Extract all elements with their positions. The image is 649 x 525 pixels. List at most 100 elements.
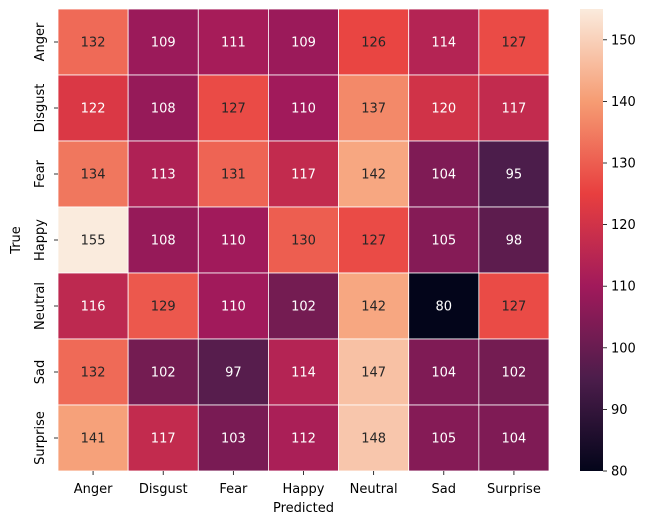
y-axis-label: True xyxy=(9,226,24,255)
cell-value-label: 122 xyxy=(81,102,106,117)
cell-value-label: 98 xyxy=(506,234,523,249)
heatmap-cell xyxy=(408,74,480,142)
cell-value-label: 110 xyxy=(291,102,316,117)
colorbar-tick-label: 130 xyxy=(611,157,636,172)
x-tick-label: Happy xyxy=(283,482,325,497)
cell-value-label: 126 xyxy=(361,36,386,51)
heatmap-cell xyxy=(338,74,410,142)
heatmap-cell xyxy=(268,404,339,472)
heatmap-cell xyxy=(57,206,129,274)
heatmap-cell xyxy=(127,206,199,274)
cell-value-label: 114 xyxy=(291,366,316,381)
cell-value-label: 141 xyxy=(81,432,106,447)
y-tick-label: Happy xyxy=(33,219,48,261)
cell-value-label: 117 xyxy=(291,168,316,183)
y-axis-ticks: Anger Disgust Fear Happy Neutral Sad Surprise xyxy=(33,22,58,465)
cell-value-label: 102 xyxy=(291,300,316,315)
cell-value-label: 127 xyxy=(361,234,386,249)
cell-value-label: 110 xyxy=(221,234,246,249)
heatmap-cell xyxy=(268,206,339,274)
heatmap-cell xyxy=(127,140,199,208)
heatmap-cell xyxy=(478,272,550,340)
cell-value-label: 114 xyxy=(431,36,456,51)
cell-value-label: 104 xyxy=(502,432,527,447)
x-tick-label: Surprise xyxy=(487,482,541,497)
cell-value-label: 142 xyxy=(361,168,386,183)
colorbar-tick-label: 110 xyxy=(611,280,636,295)
heatmap-cell xyxy=(197,272,269,340)
cell-value-label: 104 xyxy=(431,366,456,381)
cell-value-label: 132 xyxy=(81,36,106,51)
colorbar-tick-label: 100 xyxy=(611,341,636,356)
colorbar-ticks: 80 90 100 110 120 130 140 150 xyxy=(603,33,636,480)
heatmap-cell xyxy=(478,404,550,472)
y-tick-label: Disgust xyxy=(33,84,48,133)
cell-value-label: 109 xyxy=(291,36,316,51)
x-tick-label: Anger xyxy=(74,482,113,497)
cell-value-label: 105 xyxy=(431,432,456,447)
cell-value-label: 102 xyxy=(151,366,176,381)
cell-value-label: 147 xyxy=(361,366,386,381)
cell-value-label: 111 xyxy=(221,36,246,51)
heatmap-cell xyxy=(338,140,410,208)
cell-value-label: 127 xyxy=(502,300,527,315)
colorbar-tick-label: 80 xyxy=(611,465,628,480)
y-tick-label: Surprise xyxy=(33,411,48,465)
cell-value-label: 108 xyxy=(151,102,176,117)
heatmap-cell xyxy=(197,140,269,208)
heatmap-cell xyxy=(197,8,269,76)
heatmap-cell xyxy=(57,272,129,340)
heatmap-cell xyxy=(127,338,199,406)
heatmap-cell xyxy=(197,338,269,406)
heatmap-cell xyxy=(478,74,550,142)
heatmap-cell xyxy=(478,206,550,274)
cell-value-label: 102 xyxy=(502,366,527,381)
x-tick-label: Neutral xyxy=(350,482,398,497)
colorbar xyxy=(580,9,603,471)
cell-value-label: 130 xyxy=(291,234,316,249)
x-axis-label: Predicted xyxy=(273,501,334,516)
colorbar-tick-label: 140 xyxy=(611,95,636,110)
cell-value-label: 142 xyxy=(361,300,386,315)
cell-value-label: 137 xyxy=(361,102,386,117)
cell-value-label: 116 xyxy=(81,300,106,315)
x-axis-ticks: Anger Disgust Fear Happy Neutral Sad Surprise xyxy=(74,471,541,497)
cell-value-label: 148 xyxy=(361,432,386,447)
heatmap-cell xyxy=(197,74,269,142)
y-tick-label: Neutral xyxy=(33,282,48,330)
cell-value-label: 103 xyxy=(221,432,246,447)
heatmap-cell xyxy=(478,338,550,406)
cell-value-label: 80 xyxy=(436,300,453,315)
heatmap-cell xyxy=(408,140,480,208)
x-tick-label: Fear xyxy=(219,482,248,497)
heatmap-cell xyxy=(197,404,269,472)
heatmap-cell xyxy=(338,338,410,406)
cell-value-label: 109 xyxy=(151,36,176,51)
heatmap-cell xyxy=(57,338,129,406)
colorbar-tick-label: 150 xyxy=(611,33,636,48)
heatmap-cell xyxy=(408,206,480,274)
cell-value-label: 127 xyxy=(502,36,527,51)
cell-value-label: 97 xyxy=(225,366,242,381)
heatmap-cell xyxy=(478,140,550,208)
cell-value-label: 110 xyxy=(221,300,246,315)
cell-value-label: 113 xyxy=(151,168,176,183)
cell-value-label: 120 xyxy=(431,102,456,117)
y-tick-label: Fear xyxy=(33,159,48,188)
cell-value-label: 131 xyxy=(221,168,246,183)
cell-value-label: 112 xyxy=(291,432,316,447)
cell-value-label: 127 xyxy=(221,102,246,117)
cell-value-label: 95 xyxy=(506,168,523,183)
cell-value-label: 117 xyxy=(502,102,527,117)
x-tick-label: Disgust xyxy=(139,482,188,497)
heatmap-cell xyxy=(338,8,410,76)
y-tick-label: Sad xyxy=(33,360,48,384)
heatmap-cell xyxy=(57,404,129,472)
heatmap-cell xyxy=(268,338,339,406)
x-tick-label: Sad xyxy=(432,482,456,497)
cell-value-label: 155 xyxy=(81,234,106,249)
heatmap-cell xyxy=(408,8,480,76)
cell-value-label: 129 xyxy=(151,300,176,315)
heatmap-cell xyxy=(338,404,410,472)
